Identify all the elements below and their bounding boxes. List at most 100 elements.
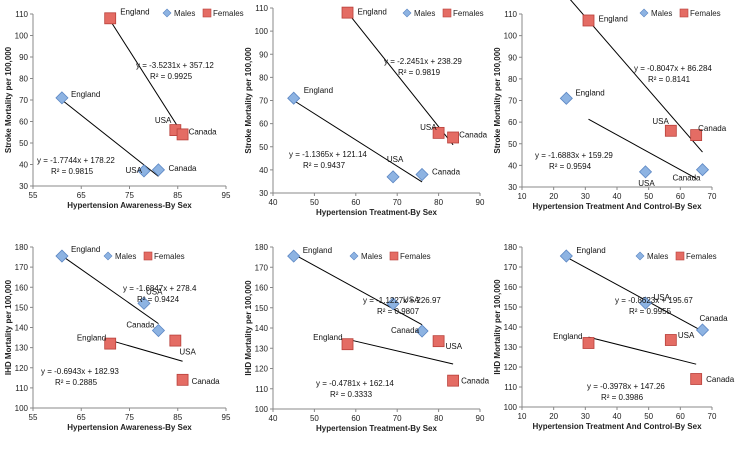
point-label-usa: USA: [179, 348, 196, 357]
x-tick-label: 80: [434, 198, 443, 207]
legend-males-label: Males: [115, 252, 136, 261]
females-point-england: [582, 337, 595, 349]
legend-females-marker: [389, 251, 399, 261]
legend-females-label: Females: [213, 9, 244, 18]
point-label-canada: Canada: [672, 174, 701, 183]
point-label-usa: USA: [146, 287, 163, 296]
males-point-canada: [415, 324, 429, 338]
legend-females-label: Females: [690, 9, 721, 18]
males-point-canada: [151, 163, 166, 177]
point-label-canada: Canada: [459, 131, 488, 140]
x-tick-label: 80: [434, 414, 443, 423]
x-tick-label: 20: [549, 192, 558, 201]
males-point-england: [559, 91, 573, 105]
females-point-england: [341, 338, 354, 351]
males-trend-r2: R² = 0.9437: [303, 161, 346, 170]
y-axis-title: Stroke Mortality per 100,000: [493, 47, 502, 154]
x-tick-label: 55: [29, 191, 38, 200]
legend-males-marker: [639, 8, 649, 18]
x-tick-label: 60: [351, 198, 360, 207]
legend-males-marker: [162, 8, 172, 18]
y-tick-label: 100: [504, 403, 518, 412]
point-label-usa: USA: [446, 342, 463, 351]
females-point-canada: [690, 373, 703, 385]
x-tick-label: 85: [173, 191, 182, 200]
females-trendline: [588, 118, 697, 179]
y-tick-label: 110: [15, 384, 28, 393]
x-tick-label: 10: [518, 192, 527, 201]
females-point-england: [341, 6, 354, 19]
y-tick-label: 180: [504, 243, 518, 252]
legend-males-marker: [349, 251, 359, 261]
females-trend-r2: R² = 0.3986: [601, 393, 644, 402]
females-point-usa: [432, 126, 445, 139]
legend-females-marker: [202, 8, 212, 18]
females-point-usa: [664, 124, 677, 137]
males-trend-r2: R² = 0.9594: [549, 162, 592, 171]
point-label-england: England: [303, 246, 332, 255]
legend-females-label: Females: [400, 252, 431, 261]
females-trend-equation: y = -0.3978x + 147.26: [587, 382, 665, 391]
males-trend-equation: y = -1.7744x + 178.22: [37, 156, 115, 165]
y-tick-label: 70: [19, 96, 28, 105]
y-tick-label: 90: [19, 53, 28, 62]
x-axis-title: Hypertension Treatment And Control-By Se…: [532, 202, 702, 211]
point-label-canada: Canada: [126, 321, 155, 330]
x-tick-label: 55: [29, 413, 38, 422]
males-point-canada: [695, 163, 710, 177]
point-label-canada: Canada: [168, 164, 197, 173]
x-tick-label: 40: [269, 198, 278, 207]
females-trend-r2: R² = 0.8141: [648, 75, 691, 84]
y-tick-label: 110: [504, 383, 517, 392]
x-tick-label: 40: [613, 192, 622, 201]
y-tick-label: 180: [255, 243, 269, 252]
y-tick-label: 60: [508, 118, 517, 127]
point-label-canada: Canada: [192, 377, 221, 386]
point-label-england: England: [71, 245, 100, 254]
x-tick-label: 95: [222, 413, 231, 422]
y-tick-label: 170: [15, 263, 29, 272]
x-tick-label: 70: [393, 414, 402, 423]
females-point-england: [104, 337, 117, 350]
legend-males-marker: [635, 251, 645, 261]
males-trendline: [293, 100, 423, 183]
y-tick-label: 60: [19, 118, 28, 127]
males-trend-r2: R² = 0.9424: [137, 295, 180, 304]
point-label-canada: Canada: [432, 168, 461, 177]
x-tick-label: 50: [644, 192, 653, 201]
males-point-canada: [415, 167, 429, 182]
legend: Males Females: [402, 8, 484, 18]
y-tick-label: 100: [15, 32, 29, 41]
y-axis-title: IHD Mortality per 100,000: [4, 279, 13, 375]
y-tick-label: 40: [508, 161, 517, 170]
y-tick-label: 110: [15, 10, 28, 19]
y-tick-label: 160: [504, 283, 518, 292]
y-tick-label: 110: [504, 10, 517, 19]
x-tick-label: 40: [269, 414, 278, 423]
legend-males-marker: [103, 251, 113, 261]
y-tick-label: 140: [15, 324, 29, 333]
x-tick-label: 90: [476, 198, 485, 207]
males-trend-equation: y = -1.1227x + 226.97: [363, 296, 441, 305]
males-point-england: [55, 249, 69, 263]
legend-females-label: Females: [154, 252, 185, 261]
chart-panel-5: 100 110 120 130 140 150 160 170 180 40 50 60 70 80 90 H…: [244, 243, 490, 433]
x-tick-label: 75: [125, 191, 134, 200]
point-label-england: England: [358, 8, 387, 17]
point-label-england: England: [77, 334, 106, 343]
males-trend-r2: R² = 0.9955: [629, 307, 672, 316]
females-trend-equation: y = -0.8047x + 86.284: [634, 64, 712, 73]
x-tick-label: 95: [222, 191, 231, 200]
females-trendline: [588, 336, 697, 365]
x-tick-label: 30: [581, 192, 590, 201]
females-point-canada: [447, 374, 459, 387]
females-point-canada: [176, 128, 189, 141]
legend-males-label: Males: [651, 9, 672, 18]
females-point-usa: [664, 334, 677, 346]
point-label-england: England: [553, 332, 582, 341]
x-tick-label: 50: [310, 414, 319, 423]
y-tick-label: 160: [255, 284, 269, 293]
females-point-usa: [432, 335, 445, 348]
x-tick-label: 70: [708, 412, 717, 421]
